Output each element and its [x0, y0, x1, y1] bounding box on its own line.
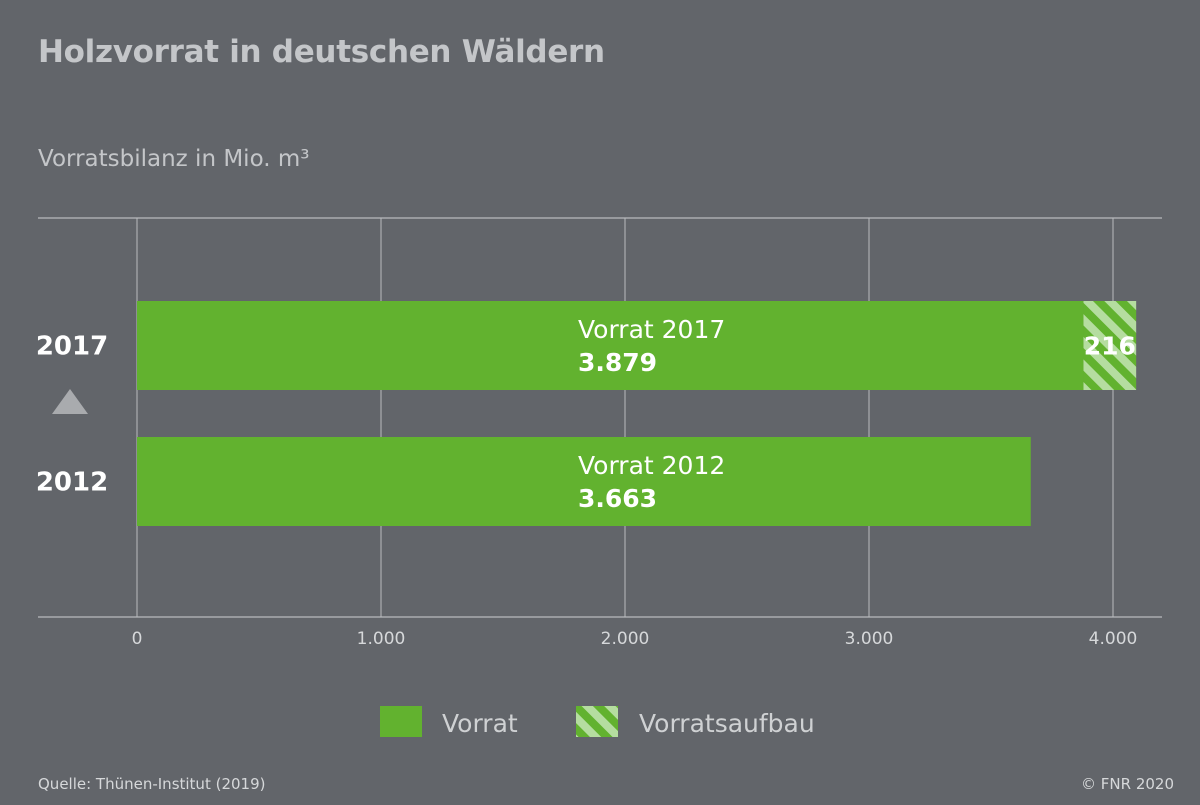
x-tick-label: 3.000 — [845, 629, 894, 649]
bar-label-value-2012: 3.663 — [578, 484, 657, 513]
source-note: Quelle: Thünen-Institut (2019) — [38, 775, 266, 793]
legend-swatch-vorrat — [380, 706, 422, 737]
x-tick-label: 4.000 — [1089, 629, 1138, 649]
category-label-2012: 2012 — [36, 468, 108, 498]
bar-vorratsaufbau-2017 — [1083, 301, 1137, 390]
bar-label-title-2017: Vorrat 2017 — [578, 315, 725, 344]
chart-subtitle: Vorratsbilanz in Mio. m³ — [38, 146, 310, 172]
bar-label-value-2017: 3.879 — [578, 348, 657, 377]
bar-label-title-2012: Vorrat 2012 — [578, 451, 725, 480]
x-tick-label: 0 — [132, 629, 143, 649]
legend-swatch-vorratsaufbau — [576, 706, 618, 737]
x-tick-label: 2.000 — [601, 629, 650, 649]
legend-label-vorrat: Vorrat — [442, 709, 518, 738]
trend-up-icon — [52, 389, 88, 414]
chart-title: Holzvorrat in deutschen Wäldern — [38, 34, 605, 70]
legend-label-vorratsaufbau: Vorratsaufbau — [639, 709, 815, 738]
category-label-2017: 2017 — [36, 332, 108, 362]
bar-vorrat-2012 — [137, 437, 1031, 526]
x-tick-label: 1.000 — [357, 629, 406, 649]
copyright-note: © FNR 2020 — [1081, 775, 1174, 793]
bar-vorrat-2017 — [137, 301, 1084, 390]
segment-label-2017: 216 — [1084, 332, 1136, 361]
